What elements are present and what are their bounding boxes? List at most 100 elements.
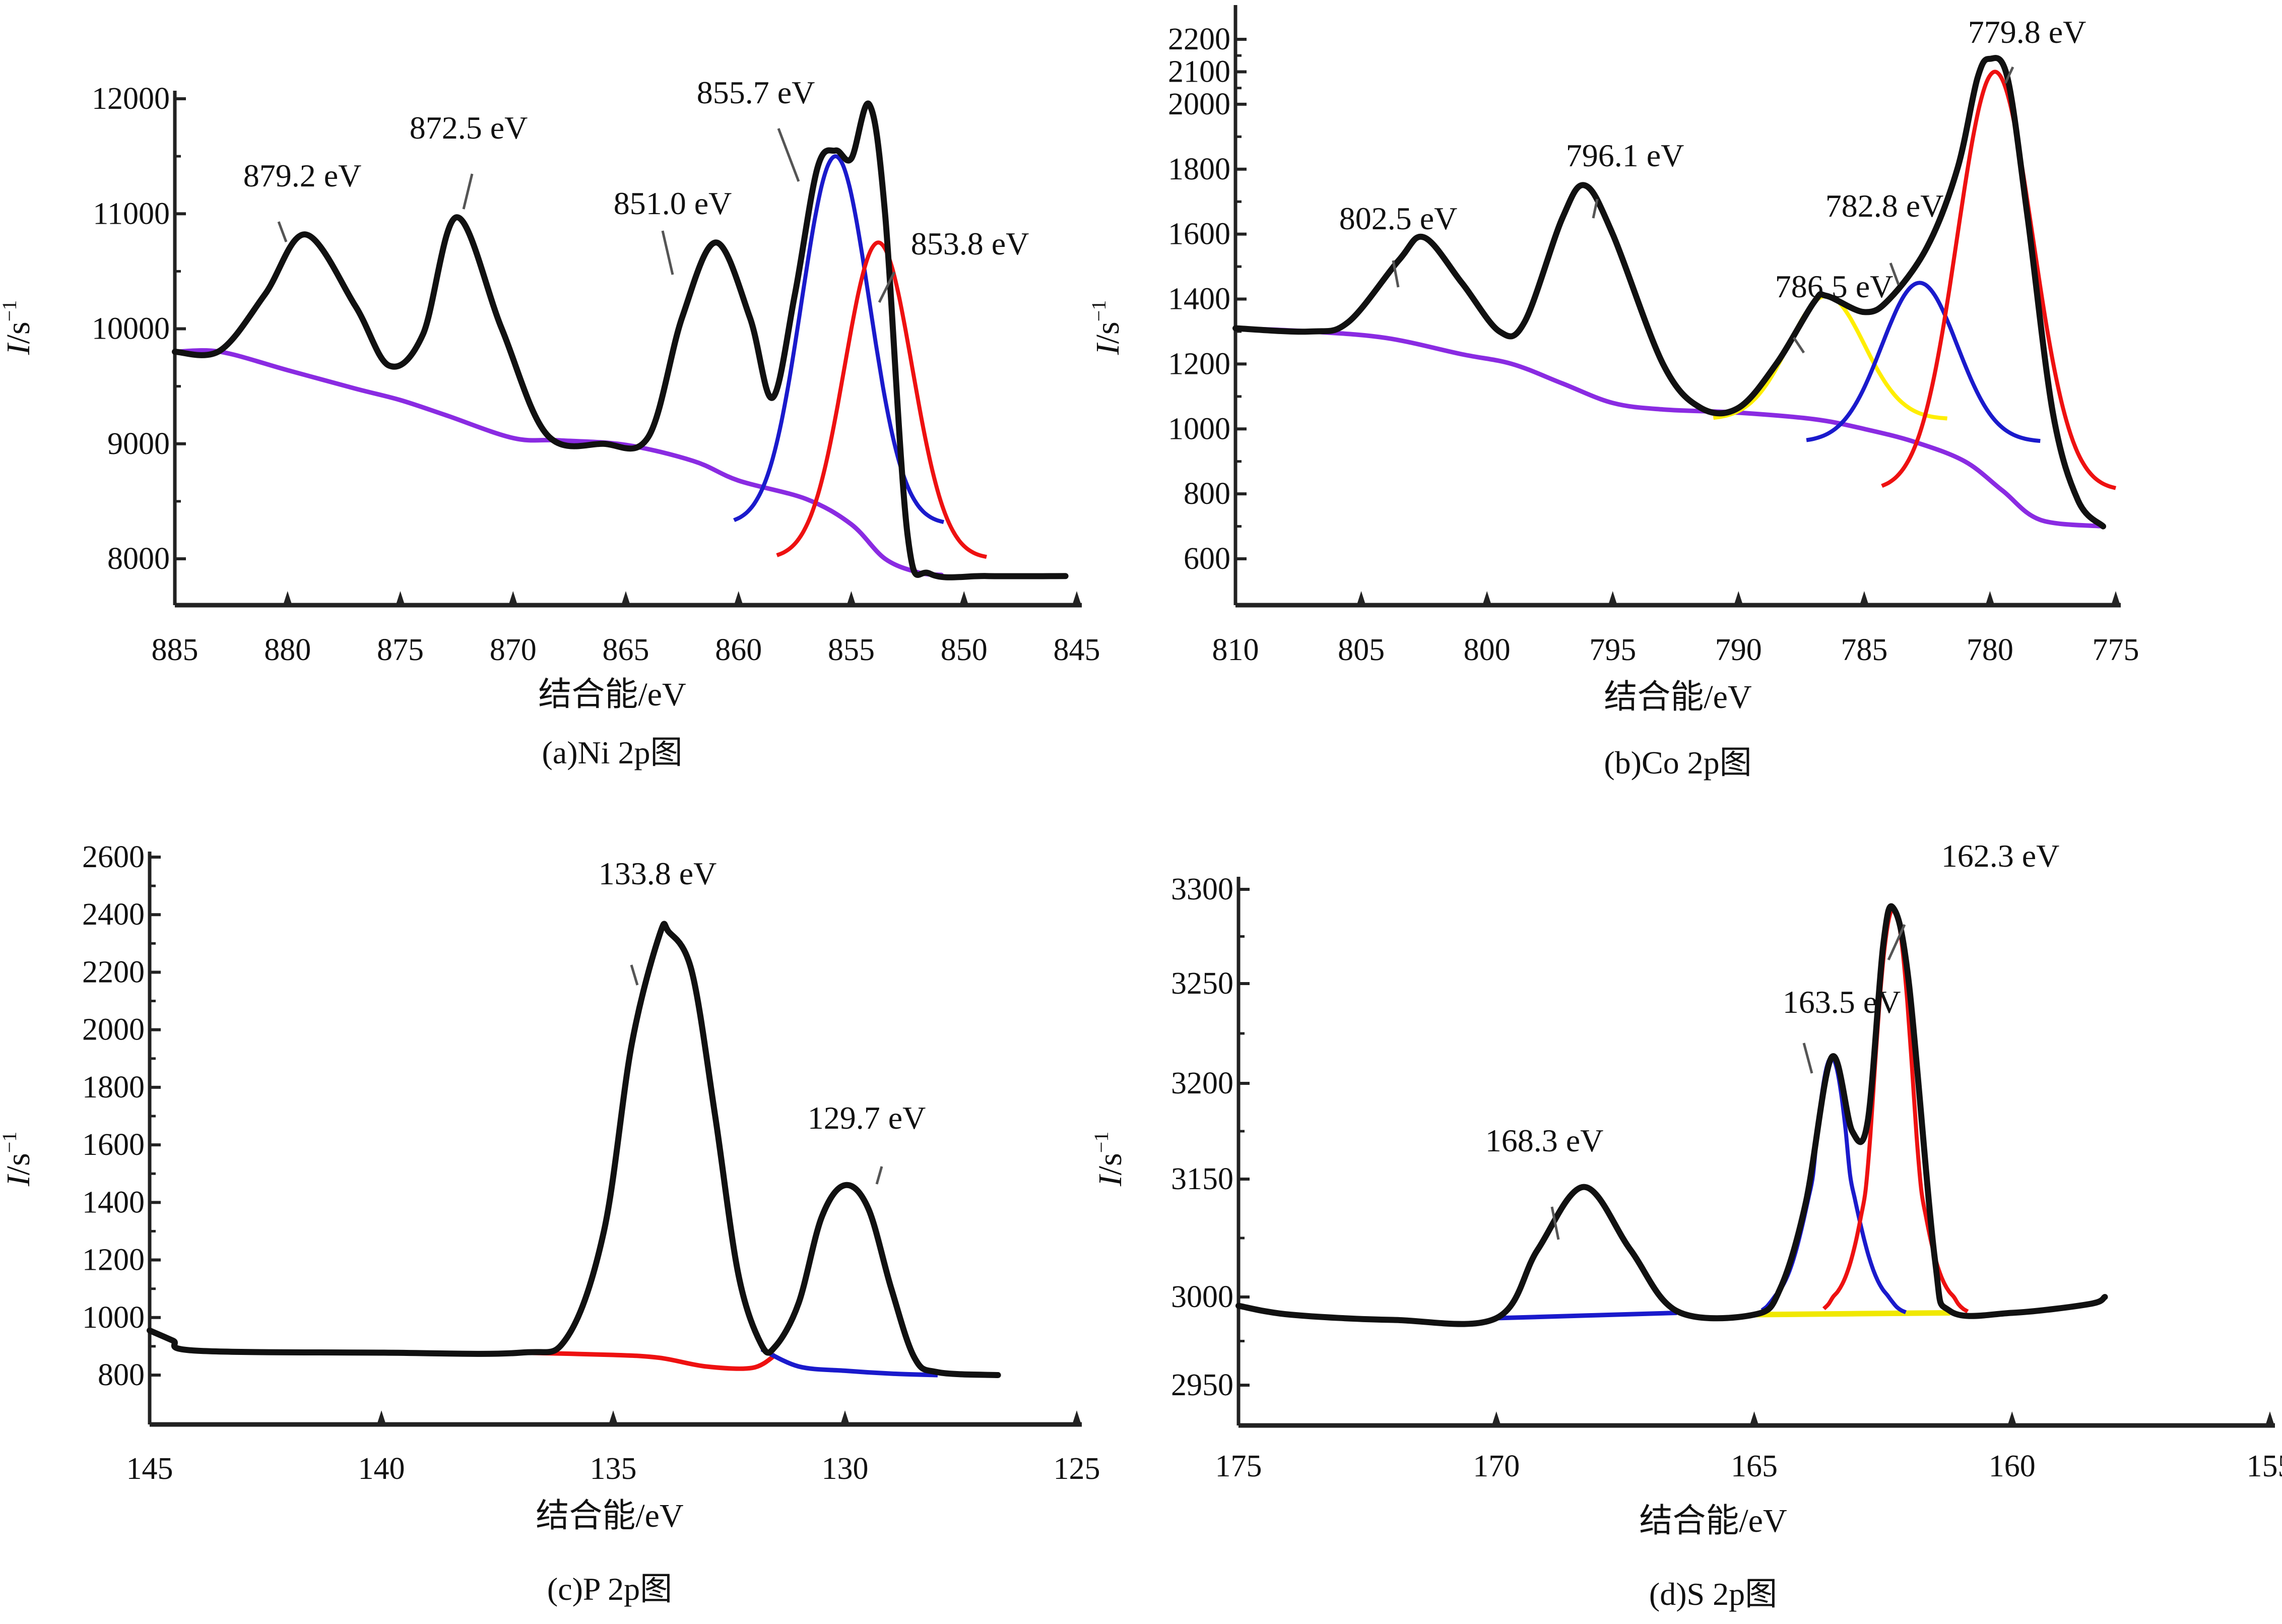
background-line — [1233, 326, 2106, 529]
background-line-blue — [1496, 1311, 1677, 1321]
x-tick — [1608, 591, 1617, 605]
x-tick — [1749, 1411, 1759, 1425]
x-tick — [1072, 1410, 1081, 1424]
envelope-curve — [1235, 903, 2108, 1327]
x-tick — [609, 1410, 618, 1424]
x-axis-title: 结合能/eV — [1639, 1503, 1787, 1539]
peak-label: 851.0 eV — [614, 185, 732, 221]
peak-label: 853.8 eV — [911, 226, 1029, 262]
y-tick-label: 2000 — [82, 1013, 145, 1047]
peak-leader-line — [630, 964, 639, 986]
y-tick-label: 9000 — [107, 427, 170, 461]
x-tick — [2111, 591, 2120, 605]
peak-leader-line — [875, 1166, 883, 1185]
peak-label: 872.5 eV — [410, 110, 528, 146]
panel-d: 175 170 165 160 155 2950 3000 3150 3200 3250 3300 I… — [1090, 838, 2282, 1612]
x-tick-label: 165 — [1731, 1449, 1778, 1483]
y-tick-label: 2100 — [1168, 54, 1230, 89]
panel-c: 145 140 135 130 125 800 1000 1200 1400 1600 1800 20… — [0, 840, 1100, 1607]
y-tick-label: 2200 — [1168, 22, 1230, 56]
y-tick-label: 1800 — [1168, 152, 1230, 186]
x-tick — [2265, 1411, 2274, 1425]
x-tick — [377, 1410, 386, 1424]
x-tick-label: 175 — [1215, 1449, 1262, 1483]
component-peak — [1881, 70, 2117, 490]
y-tick-label: 2200 — [82, 955, 145, 989]
peak-leader-line — [2004, 66, 2014, 84]
y-tick-label: 600 — [1184, 542, 1230, 576]
peak-leader-line — [1392, 260, 1400, 288]
x-tick-label: 145 — [126, 1452, 173, 1486]
x-tick — [734, 591, 743, 605]
x-tick-label: 135 — [590, 1452, 637, 1486]
envelope-curve — [1232, 55, 2106, 530]
peak-label: 786.5 eV — [1775, 269, 1894, 304]
x-tick — [1859, 591, 1869, 605]
peak-leader-line — [1592, 199, 1599, 219]
peak-label: 779.8 eV — [1968, 14, 2087, 50]
y-tick-label: 2400 — [82, 897, 145, 932]
component-peak — [776, 240, 987, 559]
y-tick-label: 12000 — [92, 82, 170, 116]
x-tick-label: 805 — [1338, 633, 1385, 667]
peak-leader-line — [462, 173, 474, 210]
x-tick-label: 800 — [1464, 633, 1511, 667]
peak-label: 168.3 eV — [1485, 1123, 1604, 1158]
peak-leader-line — [277, 221, 288, 242]
peak-label: 855.7 eV — [697, 75, 815, 110]
component-peak — [1806, 281, 2041, 443]
envelope-curve — [172, 100, 1069, 580]
y-tick-label: 1000 — [1168, 412, 1230, 446]
peak-label: 796.1 eV — [1566, 138, 1684, 173]
x-axis-title: 结合能/eV — [536, 1498, 683, 1534]
panel-caption: (d)S 2p图 — [1649, 1576, 1777, 1612]
y-tick-label: 3000 — [1171, 1280, 1233, 1314]
x-axis-title: 结合能/eV — [538, 676, 686, 713]
x-tick-label: 130 — [822, 1452, 869, 1486]
x-tick-label: 870 — [490, 633, 537, 667]
peak-leader-line — [777, 128, 800, 182]
peak-label: 162.3 eV — [1941, 838, 2060, 874]
x-tick — [840, 1410, 850, 1424]
background-line-blue — [760, 1347, 938, 1378]
x-tick-label: 790 — [1715, 633, 1762, 667]
x-tick — [1985, 591, 1995, 605]
y-tick-label: 1800 — [82, 1070, 145, 1105]
x-tick — [1491, 1411, 1501, 1425]
y-tick-label: 10000 — [92, 312, 170, 346]
y-tick-label: 2950 — [1171, 1368, 1233, 1402]
y-axis-title: I/s−1 — [0, 300, 37, 356]
envelope-curve — [147, 921, 1001, 1378]
peak-leader-line — [661, 230, 674, 275]
panel-caption: (c)P 2p图 — [547, 1571, 672, 1607]
x-tick-label: 810 — [1212, 633, 1259, 667]
x-tick — [1734, 591, 1743, 605]
y-tick-label: 11000 — [93, 197, 170, 231]
y-tick-label: 1600 — [1168, 217, 1230, 251]
x-tick — [508, 591, 518, 605]
panel-caption: (b)Co 2p图 — [1604, 745, 1751, 781]
y-tick-label: 800 — [1184, 477, 1230, 511]
y-tick-label: 1200 — [1168, 347, 1230, 381]
peak-leader-line — [878, 271, 896, 303]
y-tick-label: 800 — [98, 1358, 145, 1392]
x-tick-label: 865 — [603, 633, 649, 667]
x-tick-label: 885 — [152, 633, 199, 667]
x-tick — [1072, 591, 1081, 605]
y-tick-label: 1200 — [82, 1243, 145, 1277]
y-tick-label: 1400 — [1168, 282, 1230, 316]
x-axis-title: 结合能/eV — [1604, 679, 1751, 716]
background-line — [172, 348, 944, 577]
y-axis-title: I/s−1 — [1090, 1132, 1129, 1187]
y-tick-label: 3250 — [1171, 966, 1233, 1001]
peak-leader-line — [1887, 924, 1906, 961]
x-tick-label: 775 — [2093, 633, 2139, 667]
peak-label: 782.8 eV — [1825, 188, 1944, 224]
peak-label: 163.5 eV — [1783, 984, 1901, 1020]
peak-label: 129.7 eV — [808, 1100, 926, 1136]
y-tick-label: 2000 — [1168, 87, 1230, 121]
peak-leader-line — [1550, 1206, 1560, 1240]
y-axis-title: I/s−1 — [1087, 300, 1126, 356]
x-tick — [1482, 591, 1492, 605]
